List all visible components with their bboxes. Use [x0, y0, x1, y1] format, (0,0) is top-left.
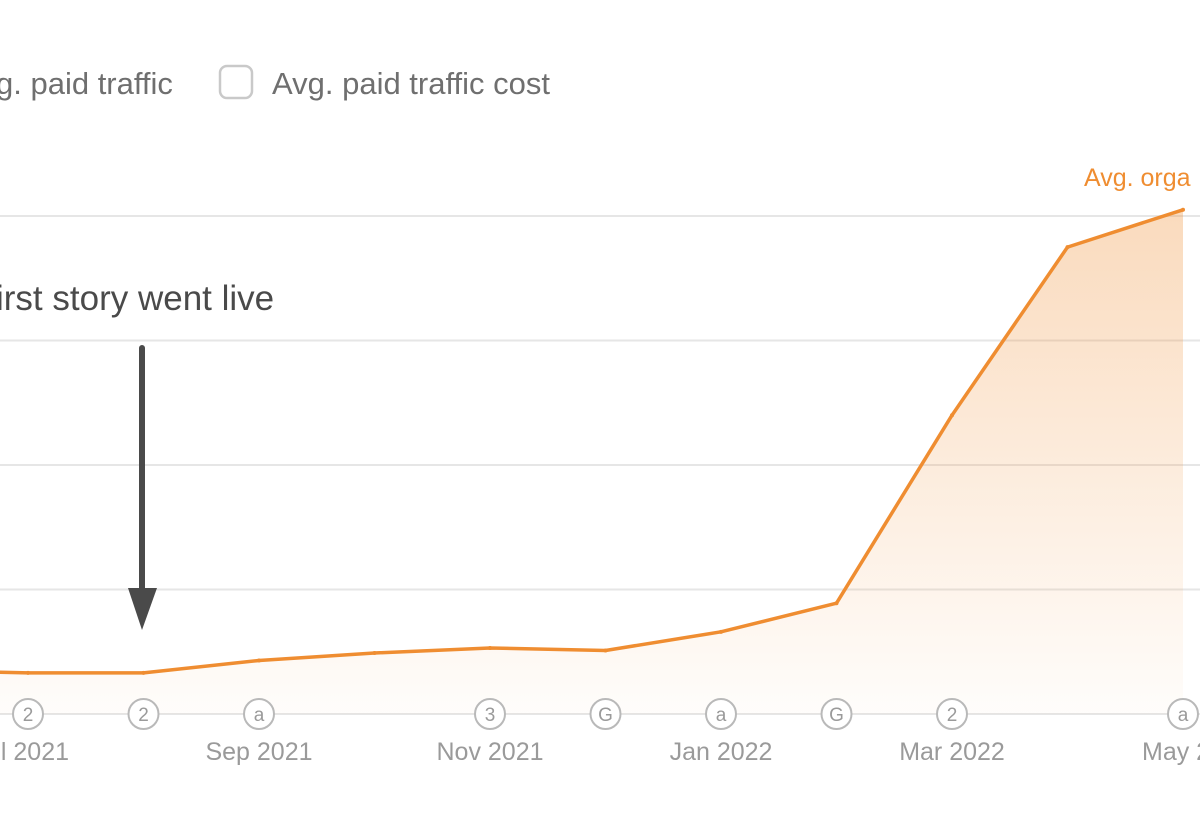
- annotation: irst story went live: [0, 279, 274, 630]
- event-marker-circle: [243, 698, 275, 730]
- x-tick-label: May 20: [1142, 738, 1200, 766]
- annotation-text: irst story went live: [0, 279, 274, 318]
- data-point-aug-2021[interactable]: [141, 670, 146, 675]
- x-tick-label: ul 2021: [0, 738, 69, 766]
- event-marker-circle: [474, 698, 506, 730]
- series-area-fill: [0, 209, 1183, 714]
- legend-paid-traffic-cost-label[interactable]: Avg. paid traffic cost: [272, 66, 550, 101]
- event-marker-3[interactable]: 3: [474, 698, 506, 730]
- event-marker-label: a: [716, 705, 727, 726]
- legend-paid-traffic-label[interactable]: g. paid traffic: [0, 66, 173, 101]
- event-marker-label: 2: [23, 705, 34, 726]
- x-tick-label: Jan 2022: [670, 738, 773, 766]
- data-point-oct-2021[interactable]: [372, 650, 377, 655]
- event-marker-label: a: [1178, 705, 1189, 726]
- data-point-mar-2022[interactable]: [950, 413, 954, 418]
- legend-paid-traffic-cost-checkbox[interactable]: [218, 64, 254, 100]
- event-marker-2[interactable]: 2: [127, 698, 160, 730]
- event-marker-2[interactable]: 2: [936, 698, 968, 730]
- event-marker-label: a: [254, 705, 265, 726]
- event-marker-g[interactable]: G: [589, 698, 622, 730]
- data-point-dec-2021[interactable]: [603, 648, 608, 653]
- series-label: Avg. orga: [1084, 164, 1191, 192]
- event-marker-label: 2: [138, 705, 149, 726]
- event-marker-circle: [936, 698, 968, 730]
- event-marker-circle: [705, 698, 737, 730]
- event-marker-circle: [12, 698, 44, 730]
- data-point-jul-2021[interactable]: [26, 670, 30, 675]
- event-marker-label: 3: [485, 705, 496, 726]
- event-marker-circle: [1167, 698, 1199, 730]
- series-path: [0, 208, 1184, 675]
- data-point-nov-2021[interactable]: [488, 646, 492, 651]
- event-marker-circle: [127, 698, 160, 730]
- event-marker-circle: [820, 698, 853, 730]
- event-marker-a[interactable]: a: [1167, 698, 1199, 730]
- event-marker-label: 2: [947, 705, 958, 726]
- event-marker-label: G: [829, 705, 844, 726]
- x-tick-label: Nov 2021: [436, 738, 543, 766]
- event-marker-label: G: [598, 705, 613, 726]
- data-point-feb-2022[interactable]: [834, 601, 839, 606]
- series-line: [0, 207, 1185, 675]
- data-point-jan-2022[interactable]: [719, 629, 723, 634]
- x-tick-label: Mar 2022: [899, 738, 1005, 766]
- x-axis-ticks: ul 2021 Sep 2021 Nov 2021 Jan 2022 Mar 2022 M…: [0, 738, 1200, 766]
- data-point-apr-2022[interactable]: [1065, 245, 1070, 250]
- data-point-sep-2021[interactable]: [257, 658, 261, 663]
- series-area: [0, 209, 1183, 714]
- annotation-arrow-head: [128, 588, 157, 630]
- x-tick-label: Sep 2021: [205, 738, 312, 766]
- event-marker-2[interactable]: 2: [12, 698, 44, 730]
- event-marker-circle: [589, 698, 622, 730]
- event-marker-a[interactable]: a: [705, 698, 737, 730]
- event-marker-a[interactable]: a: [243, 698, 275, 730]
- event-marker-g[interactable]: G: [820, 698, 853, 730]
- legend: g. paid traffic Avg. paid traffic cost: [0, 64, 550, 101]
- data-point-may-2022[interactable]: [1181, 207, 1185, 212]
